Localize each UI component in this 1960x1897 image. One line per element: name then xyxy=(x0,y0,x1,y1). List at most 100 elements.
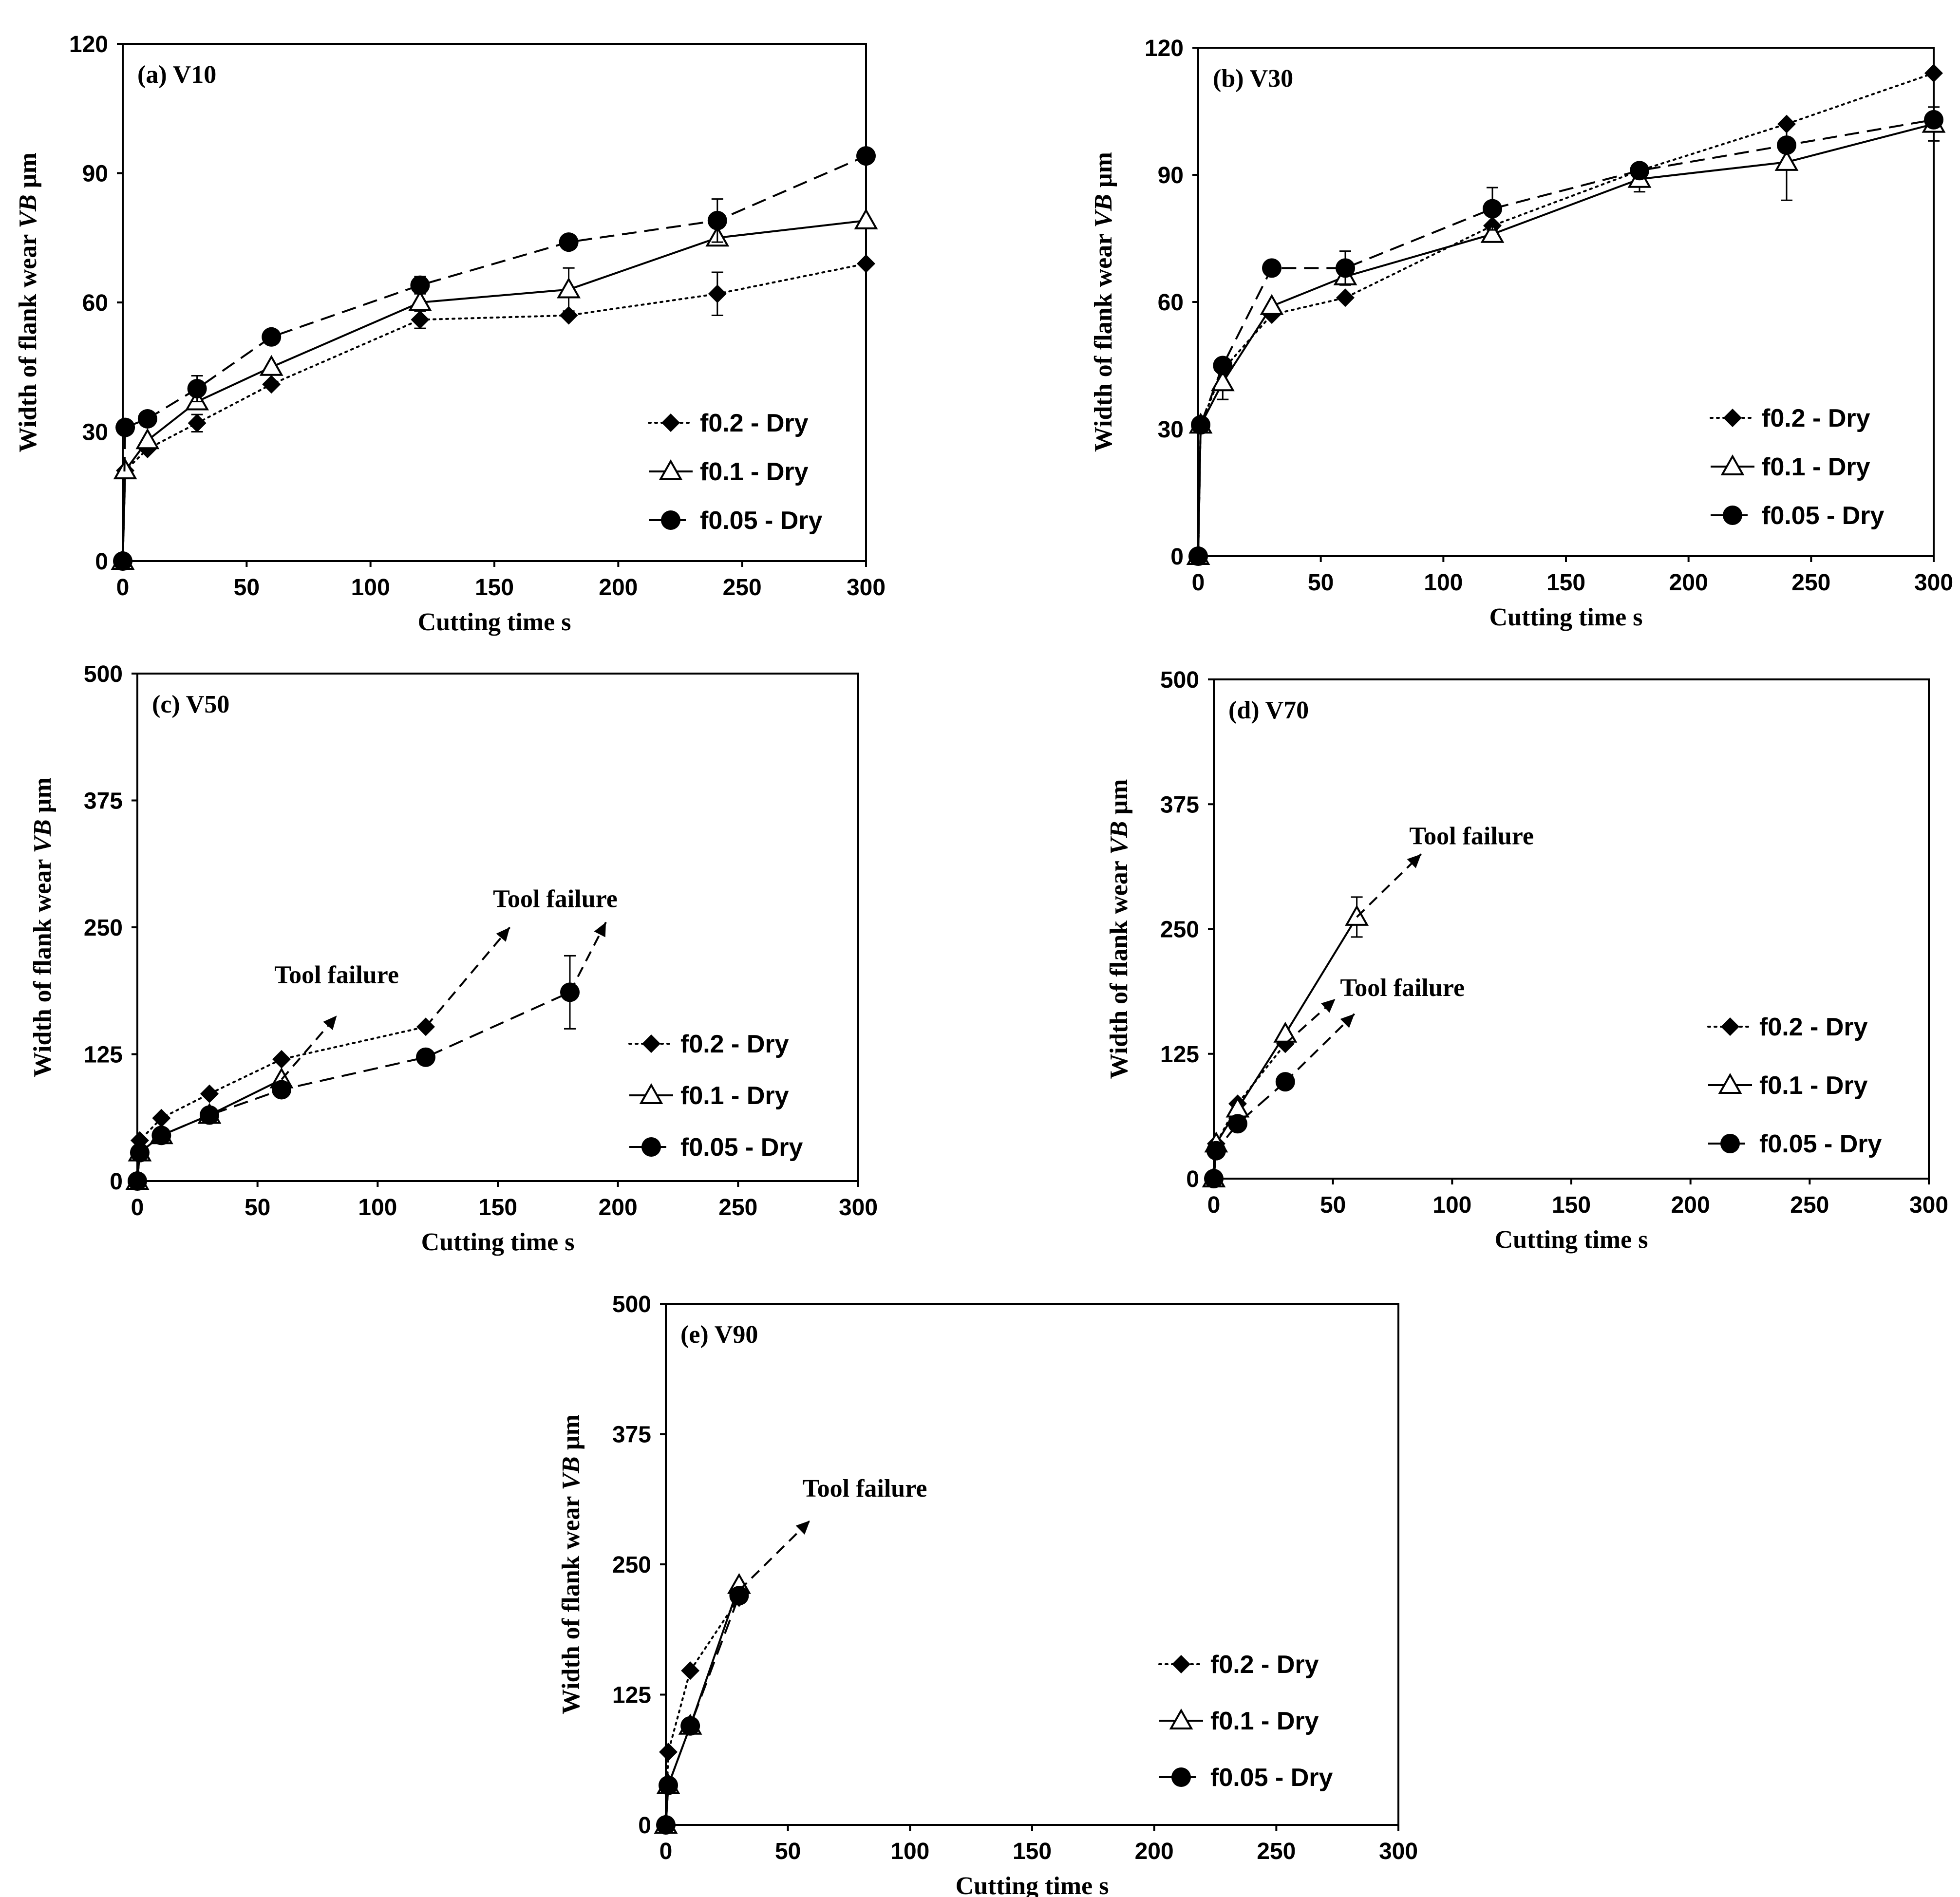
y-tick-label: 90 xyxy=(82,161,108,187)
arrow-head xyxy=(1340,1014,1355,1028)
y-tick-label: 30 xyxy=(82,420,108,446)
data-point-triangle xyxy=(1774,150,1799,171)
y-tick-label: 125 xyxy=(1160,1042,1199,1068)
data-point-circle xyxy=(262,327,282,347)
x-tick-label: 300 xyxy=(847,575,886,601)
y-tick-label: 0 xyxy=(95,549,108,575)
x-tick-label: 300 xyxy=(1909,1192,1948,1218)
legend-marker-diamond xyxy=(642,1034,660,1053)
data-point-triangle xyxy=(854,208,878,229)
x-tick-label: 100 xyxy=(1424,570,1463,596)
x-tick-label: 150 xyxy=(1013,1839,1052,1864)
tool-failure-arrow xyxy=(1356,853,1422,918)
data-point-circle xyxy=(151,1126,171,1146)
legend-label: f0.05 - Dry xyxy=(1759,1130,1882,1158)
data-point-diamond xyxy=(857,254,875,273)
series-line xyxy=(136,991,570,1182)
data-point-diamond xyxy=(1924,64,1943,83)
y-tick-label: 375 xyxy=(612,1422,651,1448)
legend-marker-circle xyxy=(1720,1134,1740,1153)
data-point-circle xyxy=(1262,258,1282,278)
legend: f0.2 - Dry f0.1 - Dry f0.05 - Dry xyxy=(1710,404,1885,530)
legend-label: f0.05 - Dry xyxy=(700,507,823,535)
series-triangle xyxy=(111,208,878,570)
data-point-diamond xyxy=(708,284,727,303)
series-line xyxy=(1213,1081,1286,1179)
data-point-circle xyxy=(1191,415,1211,435)
legend-marker-circle xyxy=(641,1137,661,1157)
legend-label: f0.05 - Dry xyxy=(680,1133,803,1162)
data-point-circle xyxy=(659,1775,678,1795)
legend-marker-diamond xyxy=(661,413,680,432)
legend: f0.2 - Dry f0.1 - Dry f0.05 - Dry xyxy=(648,409,823,535)
x-axis-label: Cutting time s xyxy=(418,608,571,636)
y-tick-label: 0 xyxy=(1170,544,1184,570)
series-line xyxy=(665,1596,740,1826)
series-line xyxy=(1197,72,1935,557)
legend-label: f0.2 - Dry xyxy=(1759,1013,1868,1041)
data-point-circle xyxy=(416,1047,435,1067)
x-tick-label: 200 xyxy=(1135,1839,1174,1864)
data-point-circle xyxy=(1188,546,1208,566)
data-point-circle xyxy=(115,417,135,437)
data-point-diamond xyxy=(659,1743,678,1762)
series-line xyxy=(122,155,867,562)
arrow-head xyxy=(496,927,510,942)
y-tick-label: 0 xyxy=(110,1169,123,1195)
data-point-circle xyxy=(656,1815,676,1835)
y-tick-label: 120 xyxy=(69,32,108,57)
legend-marker-triangle xyxy=(1718,1072,1742,1094)
y-tick-label: 125 xyxy=(84,1042,123,1068)
y-tick-label: 0 xyxy=(638,1813,651,1839)
data-point-circle xyxy=(1630,161,1649,181)
panel-title: (e) V90 xyxy=(680,1321,758,1349)
data-point-circle xyxy=(856,146,876,166)
data-point-circle xyxy=(1227,1114,1247,1134)
x-tick-label: 150 xyxy=(475,575,514,601)
series-line xyxy=(665,1595,740,1825)
panel-b: 0 30 60 90 120 0 50 100 150 200 250 300 Cutting time… xyxy=(1090,36,1953,631)
series-line xyxy=(136,1026,427,1182)
plot-frame xyxy=(665,1303,1399,1826)
data-point-diamond xyxy=(200,1084,219,1103)
data-point-circle xyxy=(200,1105,219,1125)
x-tick-label: 0 xyxy=(1192,570,1205,596)
tool-failure-arrow xyxy=(738,1520,811,1591)
legend: f0.2 - Dry f0.1 - Dry f0.05 - Dry xyxy=(1158,1651,1333,1792)
y-tick-label: 500 xyxy=(612,1292,651,1317)
legend-marker-diamond xyxy=(1723,409,1742,427)
data-point-circle xyxy=(410,275,430,295)
x-tick-label: 300 xyxy=(1914,570,1953,596)
x-tick-label: 50 xyxy=(1308,570,1334,596)
series-circle xyxy=(1188,110,1943,566)
data-point-circle xyxy=(1483,199,1502,219)
legend-marker-circle xyxy=(661,510,680,530)
y-tick-label: 375 xyxy=(1160,792,1199,818)
x-tick-label: 200 xyxy=(1669,570,1708,596)
y-tick-label: 250 xyxy=(1160,917,1199,943)
series-line xyxy=(1213,1043,1286,1180)
y-tick-label: 120 xyxy=(1145,36,1184,61)
y-tick-label: 30 xyxy=(1158,417,1184,443)
data-point-circle xyxy=(1206,1141,1226,1161)
legend-marker-circle xyxy=(1171,1767,1191,1787)
y-tick-label: 250 xyxy=(612,1552,651,1578)
tool-failure-arrow xyxy=(569,921,607,993)
data-point-circle xyxy=(272,1080,291,1100)
data-point-triangle xyxy=(408,290,432,311)
x-tick-label: 100 xyxy=(890,1839,929,1864)
x-tick-label: 50 xyxy=(234,575,260,601)
data-point-circle xyxy=(559,232,579,252)
data-point-circle xyxy=(707,210,727,230)
data-point-triangle xyxy=(259,355,283,376)
y-tick-label: 60 xyxy=(1158,290,1184,316)
legend-marker-diamond xyxy=(1172,1655,1190,1673)
series-diamond xyxy=(657,1588,749,1834)
tool-failure-arrow xyxy=(425,926,511,1028)
y-tick-label: 375 xyxy=(84,789,123,814)
x-tick-label: 150 xyxy=(1546,570,1585,596)
data-point-triangle xyxy=(1260,294,1284,315)
legend-label: f0.1 - Dry xyxy=(680,1082,789,1110)
data-point-triangle xyxy=(1273,1021,1298,1043)
y-tick-label: 500 xyxy=(84,661,123,687)
